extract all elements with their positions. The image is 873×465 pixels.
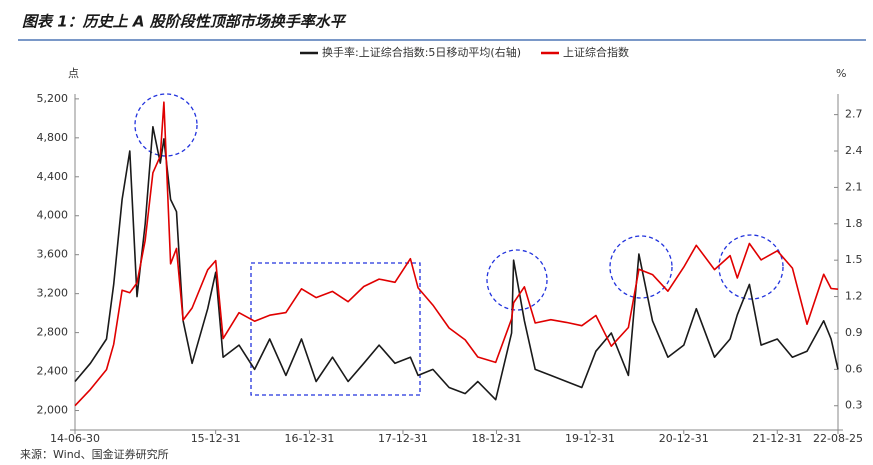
y2-tick-label: 2.7: [845, 108, 863, 121]
annotation-box: [250, 262, 421, 396]
y-axis-unit: 点: [68, 67, 79, 80]
x-tick-label: 15-12-31: [191, 432, 241, 445]
annotation-circle: [486, 249, 548, 311]
y2-tick-label: 1.2: [845, 290, 863, 303]
y2-tick-label: 0.6: [845, 362, 863, 375]
y-tick-label: 5,200: [37, 92, 69, 105]
x-tick-label: 14-06-30: [50, 432, 100, 445]
legend-label: 换手率:上证综合指数:5日移动平均(右轴): [322, 45, 521, 59]
y-tick-label: 3,600: [37, 248, 69, 261]
x-tick-label: 16-12-31: [284, 432, 334, 445]
annotation-circle: [718, 234, 784, 300]
series-line: [74, 126, 839, 401]
y2-tick-label: 2.4: [845, 144, 863, 157]
y-tick-label: 2,400: [37, 365, 69, 378]
y-tick-label: 3,200: [37, 287, 69, 300]
y-tick-label: 2,000: [37, 404, 69, 417]
x-tick-label: 19-12-31: [565, 432, 615, 445]
chart-title: 图表 1：历史上 A 股阶段性顶部市场换手率水平: [22, 13, 347, 31]
annotation-circle: [134, 93, 198, 157]
x-tick-label: 18-12-31: [472, 432, 522, 445]
x-tick-label: 17-12-31: [378, 432, 428, 445]
y-tick-label: 2,800: [37, 326, 69, 339]
legend-label: 上证综合指数: [563, 45, 629, 59]
y2-axis-unit: %: [836, 67, 846, 80]
y-tick-label: 4,400: [37, 170, 69, 183]
x-tick-label: 20-12-31: [659, 432, 709, 445]
y-tick-label: 4,000: [37, 209, 69, 222]
x-tick-label: 22-08-25: [813, 432, 863, 445]
y2-tick-label: 0.3: [845, 399, 863, 412]
x-tick-label: 21-12-31: [752, 432, 802, 445]
source-note: 来源：Wind、国金证券研究所: [20, 447, 169, 461]
y2-tick-label: 0.9: [845, 326, 863, 339]
y2-tick-label: 2.1: [845, 180, 863, 193]
y2-tick-label: 1.5: [845, 253, 863, 266]
series-line: [74, 101, 839, 407]
y2-tick-label: 1.8: [845, 217, 863, 230]
y-tick-label: 4,800: [37, 131, 69, 144]
annotation-circle: [609, 235, 673, 299]
